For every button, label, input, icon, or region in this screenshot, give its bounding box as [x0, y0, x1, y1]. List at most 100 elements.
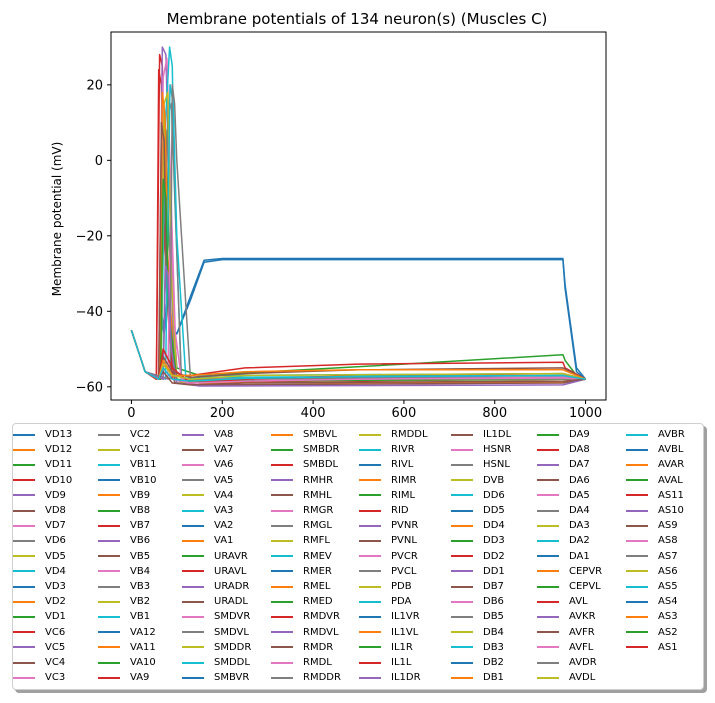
legend-item: VA2 — [182, 518, 233, 533]
legend-label: DVB — [483, 474, 505, 486]
legend-label: VA7 — [214, 444, 234, 456]
legend-label: AVAR — [658, 459, 685, 471]
legend-swatch — [182, 600, 204, 603]
legend-item: RIVR — [359, 442, 415, 457]
legend-label: DB5 — [483, 611, 504, 623]
legend-label: VA5 — [214, 474, 234, 486]
legend-swatch — [13, 479, 35, 482]
legend-item: AVDR — [537, 655, 597, 670]
legend-swatch — [451, 555, 473, 558]
legend-label: AS10 — [658, 505, 684, 516]
legend-label: VA11 — [130, 641, 156, 653]
legend-item: PVNR — [359, 518, 418, 533]
legend-label: RMER — [303, 565, 332, 577]
legend-item: PVNL — [359, 533, 417, 548]
legend-item: VB8 — [98, 503, 150, 518]
legend-swatch — [98, 524, 120, 527]
legend-label: RMFL — [303, 535, 330, 547]
legend-label: DD6 — [483, 489, 505, 501]
legend-item: RMDR — [271, 640, 333, 655]
series-line-14 — [130, 227, 586, 380]
legend-label: RMGL — [303, 520, 332, 532]
legend-swatch — [451, 676, 473, 679]
legend-swatch — [626, 448, 648, 451]
legend-label: RMDL — [303, 657, 332, 668]
legend-item: RIMR — [359, 473, 416, 488]
legend-label: RIVR — [391, 444, 415, 456]
legend-swatch — [537, 479, 559, 482]
legend-item: RMFL — [271, 533, 330, 548]
legend-swatch — [182, 509, 204, 512]
legend-item: DB2 — [451, 655, 504, 670]
legend-swatch — [13, 509, 35, 512]
series-line-6 — [130, 57, 586, 384]
series-line-23 — [130, 329, 586, 382]
legend-label: VB2 — [130, 596, 151, 608]
legend-label: RMEL — [303, 581, 331, 592]
legend-swatch — [271, 539, 293, 542]
legend-item: HSNR — [451, 442, 511, 457]
legend-item: RMER — [271, 564, 332, 579]
y-axis-ticks: −60 −40 −20 0 20 — [76, 78, 111, 395]
legend-label: AVDL — [569, 672, 596, 684]
legend-swatch — [13, 433, 35, 436]
legend-label: VC2 — [130, 429, 151, 440]
legend-swatch — [98, 539, 120, 542]
legend-swatch — [626, 494, 648, 497]
legend-item: AS9 — [626, 518, 678, 533]
legend-label: VB11 — [130, 459, 157, 471]
legend-label: VC5 — [45, 641, 66, 653]
legend-item: VC3 — [13, 670, 65, 685]
legend-swatch — [359, 570, 381, 573]
legend-label: AVDR — [569, 657, 597, 668]
legend-label: SMBDR — [303, 444, 340, 456]
legend-swatch — [98, 631, 120, 634]
legend-item: VA6 — [182, 457, 233, 472]
legend-swatch — [359, 433, 381, 436]
legend-swatch — [626, 615, 648, 618]
legend-item: SMBVL — [271, 427, 337, 442]
legend-label: AVBR — [658, 429, 685, 440]
legend-swatch — [98, 661, 120, 664]
legend-label: AS7 — [658, 550, 678, 562]
legend-swatch — [626, 646, 648, 649]
legend-item: VA4 — [182, 488, 233, 503]
legend-label: RIMR — [391, 474, 417, 486]
legend-swatch — [626, 631, 648, 634]
legend-swatch — [182, 676, 204, 679]
legend-swatch — [182, 524, 204, 527]
legend-item: DB4 — [451, 625, 504, 640]
legend-item: VA8 — [182, 427, 233, 442]
legend-label: SMDDR — [214, 641, 252, 653]
legend-swatch — [271, 676, 293, 679]
legend-swatch — [359, 631, 381, 634]
legend-label: URADL — [214, 596, 248, 608]
x-tick-label: 0 — [127, 406, 135, 421]
legend-item: HSNL — [451, 457, 510, 472]
legend-item: VC6 — [13, 625, 65, 640]
legend-item: SMDVL — [182, 625, 249, 640]
legend-label: VD3 — [45, 581, 66, 592]
legend-label: DB2 — [483, 657, 504, 668]
legend-item: RMDDR — [271, 670, 341, 685]
legend-swatch — [537, 509, 559, 512]
legend-swatch — [98, 600, 120, 603]
legend-label: DA7 — [569, 459, 590, 471]
legend-label: VD1 — [45, 611, 66, 623]
legend-item: VC1 — [98, 442, 150, 457]
legend-swatch — [98, 646, 120, 649]
legend-label: VB3 — [130, 581, 151, 592]
legend-item: URADL — [182, 594, 248, 609]
y-tick-label: −20 — [76, 229, 103, 244]
legend-item: RMGL — [271, 518, 332, 533]
legend-swatch — [359, 524, 381, 527]
legend-swatch — [13, 494, 35, 497]
legend-label: RMED — [303, 596, 333, 608]
legend-item: VA11 — [98, 640, 156, 655]
legend-label: VB6 — [130, 535, 151, 547]
legend-label: DA3 — [569, 520, 590, 532]
legend-swatch — [451, 615, 473, 618]
legend-item: PVCL — [359, 564, 416, 579]
legend-item: PDA — [359, 594, 411, 609]
legend-swatch — [271, 494, 293, 497]
